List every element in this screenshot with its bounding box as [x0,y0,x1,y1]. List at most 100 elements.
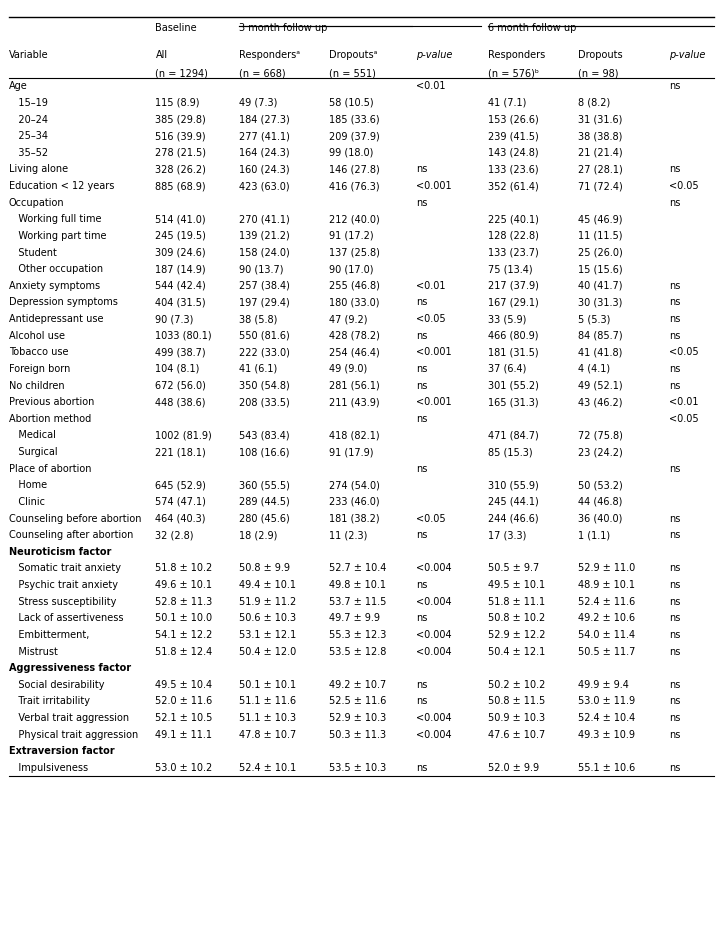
Text: 52.0 ± 9.9: 52.0 ± 9.9 [488,763,539,773]
Text: 255 (46.8): 255 (46.8) [329,281,380,290]
Text: Education < 12 years: Education < 12 years [9,181,114,191]
Text: 466 (80.9): 466 (80.9) [488,331,539,341]
Text: Place of abortion: Place of abortion [9,463,91,474]
Text: (n = 551): (n = 551) [329,68,376,78]
Text: 8 (8.2): 8 (8.2) [578,98,611,108]
Text: ns: ns [669,514,680,524]
Text: <0.004: <0.004 [416,597,451,607]
Text: (n = 668): (n = 668) [239,68,285,78]
Text: 49.6 ± 10.1: 49.6 ± 10.1 [155,580,213,590]
Text: 49.4 ± 10.1: 49.4 ± 10.1 [239,580,296,590]
Text: 5 (5.3): 5 (5.3) [578,314,611,324]
Text: 49 (7.3): 49 (7.3) [239,98,277,108]
Text: p-value: p-value [669,50,705,60]
Text: Occupation: Occupation [9,198,64,207]
Text: 428 (78.2): 428 (78.2) [329,331,380,341]
Text: 133 (23.7): 133 (23.7) [488,248,539,258]
Text: ns: ns [416,697,427,706]
Text: 137 (25.8): 137 (25.8) [329,248,380,258]
Text: 281 (56.1): 281 (56.1) [329,380,380,390]
Text: Student: Student [9,248,56,258]
Text: ns: ns [669,713,680,723]
Text: 58 (10.5): 58 (10.5) [329,98,374,108]
Text: 244 (46.6): 244 (46.6) [488,514,539,524]
Text: 41 (41.8): 41 (41.8) [578,347,623,358]
Text: 50.4 ± 12.1: 50.4 ± 12.1 [488,646,545,657]
Text: 53.5 ± 12.8: 53.5 ± 12.8 [329,646,386,657]
Text: Embitterment,: Embitterment, [9,630,89,640]
Text: 50.1 ± 10.1: 50.1 ± 10.1 [239,680,296,690]
Text: 90 (7.3): 90 (7.3) [155,314,194,324]
Text: ns: ns [416,380,427,390]
Text: 1002 (81.9): 1002 (81.9) [155,431,212,441]
Text: Counseling before abortion: Counseling before abortion [9,514,141,524]
Text: 51.9 ± 11.2: 51.9 ± 11.2 [239,597,296,607]
Text: 50.1 ± 10.0: 50.1 ± 10.0 [155,614,213,623]
Text: Foreign born: Foreign born [9,364,70,374]
Text: 1033 (80.1): 1033 (80.1) [155,331,212,341]
Text: ns: ns [669,164,680,175]
Text: <0.01: <0.01 [416,281,445,290]
Text: <0.004: <0.004 [416,729,451,740]
Text: Clinic: Clinic [9,497,45,507]
Text: 23 (24.2): 23 (24.2) [578,447,623,457]
Text: Depression symptoms: Depression symptoms [9,297,118,307]
Text: 50.8 ± 9.9: 50.8 ± 9.9 [239,563,290,573]
Text: 52.9 ± 12.2: 52.9 ± 12.2 [488,630,546,640]
Text: 47 (9.2): 47 (9.2) [329,314,367,324]
Text: ns: ns [416,198,427,207]
Text: 38 (5.8): 38 (5.8) [239,314,277,324]
Text: ns: ns [669,763,680,773]
Text: 71 (72.4): 71 (72.4) [578,181,623,191]
Text: 165 (31.3): 165 (31.3) [488,397,539,407]
Text: 47.6 ± 10.7: 47.6 ± 10.7 [488,729,545,740]
Text: 104 (8.1): 104 (8.1) [155,364,200,374]
Text: 289 (44.5): 289 (44.5) [239,497,289,507]
Text: 448 (38.6): 448 (38.6) [155,397,206,407]
Text: ns: ns [416,297,427,307]
Text: ns: ns [416,364,427,374]
Text: 31 (31.6): 31 (31.6) [578,115,623,124]
Text: 53.0 ± 10.2: 53.0 ± 10.2 [155,763,213,773]
Text: 52.5 ± 11.6: 52.5 ± 11.6 [329,697,386,706]
Text: 301 (55.2): 301 (55.2) [488,380,539,390]
Text: <0.05: <0.05 [669,181,698,191]
Text: ns: ns [416,331,427,341]
Text: 49.5 ± 10.4: 49.5 ± 10.4 [155,680,213,690]
Text: Working full time: Working full time [9,214,101,224]
Text: 350 (54.8): 350 (54.8) [239,380,289,390]
Text: 50 (53.2): 50 (53.2) [578,480,623,490]
Text: 99 (18.0): 99 (18.0) [329,148,373,158]
Text: 21 (21.4): 21 (21.4) [578,148,623,158]
Text: 51.8 ± 11.1: 51.8 ± 11.1 [488,597,545,607]
Text: Mistrust: Mistrust [9,646,58,657]
Text: <0.001: <0.001 [416,397,451,407]
Text: Age: Age [9,81,27,92]
Text: Living alone: Living alone [9,164,68,175]
Text: Respondersᵃ: Respondersᵃ [239,50,299,60]
Text: 464 (40.3): 464 (40.3) [155,514,206,524]
Text: 49 (52.1): 49 (52.1) [578,380,623,390]
Text: 54.1 ± 12.2: 54.1 ± 12.2 [155,630,213,640]
Text: Social desirability: Social desirability [9,680,104,690]
Text: ns: ns [669,380,680,390]
Text: 50.6 ± 10.3: 50.6 ± 10.3 [239,614,296,623]
Text: 158 (24.0): 158 (24.0) [239,248,289,258]
Text: 52.9 ± 11.0: 52.9 ± 11.0 [578,563,636,573]
Text: 49.7 ± 9.9: 49.7 ± 9.9 [329,614,380,623]
Text: 360 (55.5): 360 (55.5) [239,480,289,490]
Text: 49.2 ± 10.7: 49.2 ± 10.7 [329,680,386,690]
Text: 48.9 ± 10.1: 48.9 ± 10.1 [578,580,636,590]
Text: Lack of assertiveness: Lack of assertiveness [9,614,123,623]
Text: 222 (33.0): 222 (33.0) [239,347,289,358]
Text: 245 (19.5): 245 (19.5) [155,231,206,241]
Text: 3 month follow up: 3 month follow up [239,23,327,34]
Text: Previous abortion: Previous abortion [9,397,94,407]
Text: 221 (18.1): 221 (18.1) [155,447,206,457]
Text: 54.0 ± 11.4: 54.0 ± 11.4 [578,630,636,640]
Text: 40 (41.7): 40 (41.7) [578,281,623,290]
Text: ns: ns [416,680,427,690]
Text: Neuroticism factor: Neuroticism factor [9,546,111,557]
Text: 49.2 ± 10.6: 49.2 ± 10.6 [578,614,636,623]
Text: 1 (1.1): 1 (1.1) [578,531,610,540]
